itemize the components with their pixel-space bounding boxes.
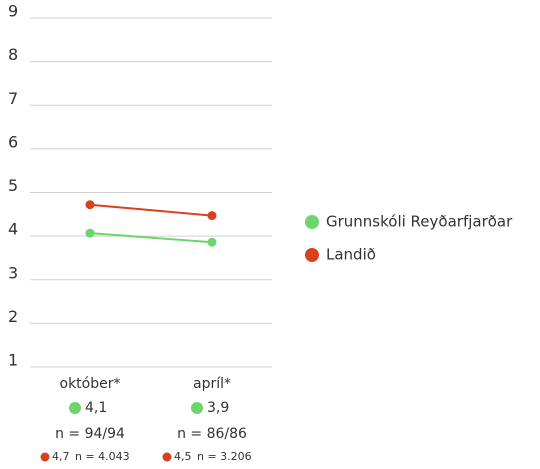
y-tick-label: 9 [8,2,18,21]
legend-marker [305,215,319,229]
value-label: 3,9 [207,400,229,416]
y-tick-label: 6 [8,132,18,151]
value-label: 4,7 [52,450,70,463]
legend-label: Landið [326,246,376,264]
label-marker [40,452,50,462]
series-line [89,203,213,217]
label-marker [69,402,81,414]
label-marker [191,402,203,414]
sample-size: n = 86/86 [177,426,247,442]
y-tick-label: 1 [8,351,18,370]
sample-size: n = 3.206 [197,450,252,463]
sample-size: n = 4.043 [75,450,130,463]
data-point [85,228,95,238]
y-tick-label: 2 [8,307,18,326]
value-label: 4,5 [174,450,192,463]
data-point [85,200,95,210]
y-tick-label: 3 [8,263,18,282]
x-tick-label: október* [60,376,121,392]
series-line [89,232,213,244]
y-tick-label: 8 [8,45,18,64]
sample-size: n = 94/94 [55,426,125,442]
data-point [207,211,217,221]
data-point [207,237,217,247]
y-tick-label: 4 [8,220,18,239]
y-tick-label: 5 [8,176,18,195]
y-tick-label: 7 [8,89,18,108]
legend-marker [305,248,319,262]
value-label: 4,1 [85,400,107,416]
legend-label: Grunnskóli Reyðarfjarðar [326,213,513,231]
label-marker [162,452,172,462]
x-tick-label: apríl* [193,376,231,392]
